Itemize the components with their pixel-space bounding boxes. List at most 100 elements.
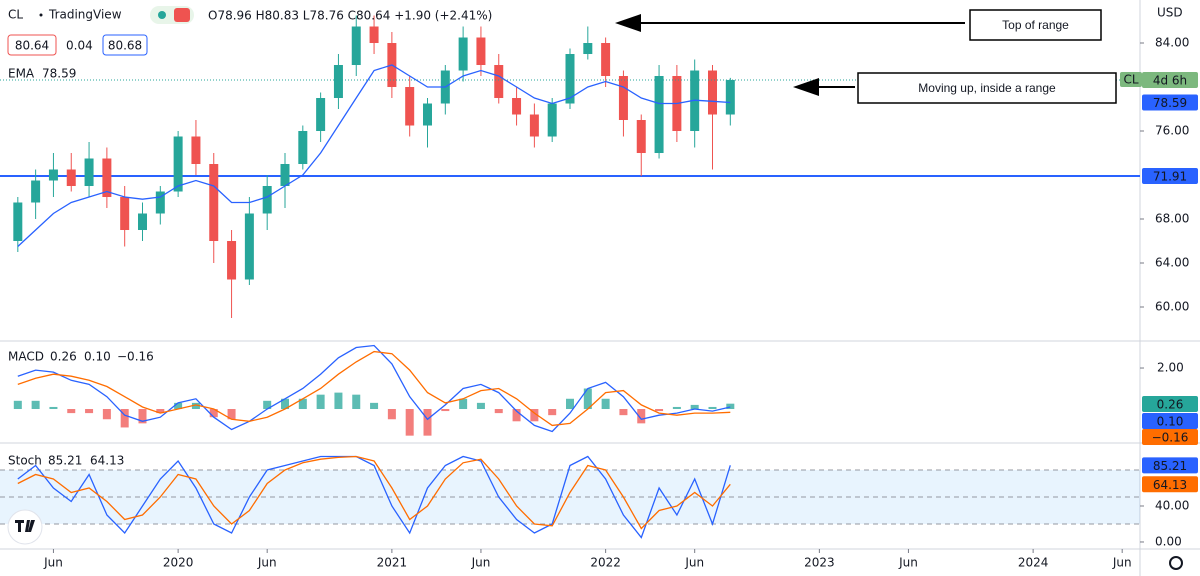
candle-body [209,164,219,242]
stoch-k-value-label-box [1142,457,1198,474]
candle-body [476,37,486,66]
macd-histogram-bar [138,409,147,424]
symbol-tag: CL [1123,73,1138,87]
y-tick-label: 0.00 [1155,534,1182,548]
stoch-legend-d: 64.13 [90,454,124,468]
macd-line [17,344,731,433]
macd-histogram-bar [690,404,699,410]
candle-body [31,180,41,203]
macd-legend-hist: 0.26 [50,350,77,364]
macd-histogram-bar [209,409,218,418]
candle-body [138,213,147,231]
candle-body [280,164,290,187]
level-value-label-box [1142,167,1198,184]
stoch-d-line [17,455,731,530]
ema-legend-name: EMA [8,67,35,81]
signal-value-label-box [1142,429,1198,445]
candle-body [262,186,272,214]
macd-histogram-bar [672,406,681,410]
x-tick-label: 2021 [377,556,408,570]
candle-body [458,37,468,71]
macd-histogram-bar [263,400,272,410]
y-tick-label: 64.00 [1155,256,1189,270]
macd-histogram-bar [423,409,432,436]
stoch-d-value-label-box [1142,476,1198,493]
candle-body [708,70,717,115]
macd-histogram-bar [120,409,129,428]
candle-body [351,26,361,66]
candle-body [601,43,611,77]
macd-histogram-bar [102,409,111,420]
x-tick-label: Jun [471,556,491,570]
candle-body [547,103,557,137]
candle-body [565,54,575,104]
bid-box [7,34,57,56]
candle-body [84,158,94,187]
macd-histogram-bar [316,394,325,410]
macd-histogram-bar [512,409,521,422]
candle-body [333,65,343,99]
settings-icon[interactable] [1169,556,1183,570]
macd-histogram-bar [370,402,379,410]
macd-histogram-bar [566,398,574,410]
x-tick-label: 2022 [590,556,621,570]
macd-histogram-bar [49,406,58,410]
candle-body [369,26,379,44]
symbol: CL [8,8,23,22]
y-tick-label: 84.00 [1155,36,1189,50]
macd-value-label-box [1142,413,1198,429]
separator-dot [39,13,43,17]
ask: 80.68 [108,39,142,53]
candle-body [529,114,539,137]
x-tick-label: Jun [1112,556,1132,570]
annotation-text: Moving up, inside a range [918,81,1056,95]
stoch-legend-name: Stoch [8,454,42,468]
stoch-legend-k: 85.21 [48,454,82,468]
macd-histogram-bar [548,409,557,416]
macd-histogram-bar [459,398,468,410]
annotation-box [969,9,1102,41]
candle-body [298,131,308,165]
macd-histogram-bar [530,409,539,422]
macd-histogram-bar [637,409,646,424]
macd-histogram-bar [298,398,307,410]
candle-body [583,43,593,55]
annotation-box [857,72,1117,104]
candle-body [725,79,735,115]
macd-histogram-bar [405,409,414,436]
stoch-k-value-label: 85.21 [1153,459,1187,473]
countdown: 4d 6h [1153,74,1187,88]
stoch-d-value-label: 64.13 [1153,478,1187,492]
level-value-label: 71.91 [1153,169,1187,183]
signal-line [17,350,731,427]
x-tick-label: Jun [257,556,277,570]
ask-box [102,34,148,56]
candle-body [173,136,183,192]
candle-body [191,136,201,165]
x-tick-label: Jun [898,556,918,570]
candle-body [494,65,504,99]
ohlc: O78.96 H80.83 L78.76 C80.64 +1.90 (+2.41… [208,9,492,23]
annotation-text: Top of range [1002,18,1069,32]
signal-value-label: −0.16 [1152,431,1189,445]
macd-histogram-bar [67,409,76,414]
candle-body [405,87,415,126]
macd-histogram-bar [227,409,236,420]
tv-logo [7,509,43,545]
macd-histogram-bar [174,402,183,410]
x-tick-label: 2023 [804,556,835,570]
status-dot [158,11,166,19]
macd-histogram-bar [387,409,396,420]
candle-body [120,197,130,231]
candle-body [654,76,664,154]
candle-body [13,202,23,242]
candle-body [244,213,254,280]
source: TradingView [48,8,122,22]
histogram-value-label-box [1142,396,1198,412]
symbol-tag-box [1120,72,1142,87]
status-wave [174,8,190,22]
annotation-arrowhead [793,78,819,96]
candle-body [48,169,58,181]
macd-histogram-bar [85,409,94,414]
